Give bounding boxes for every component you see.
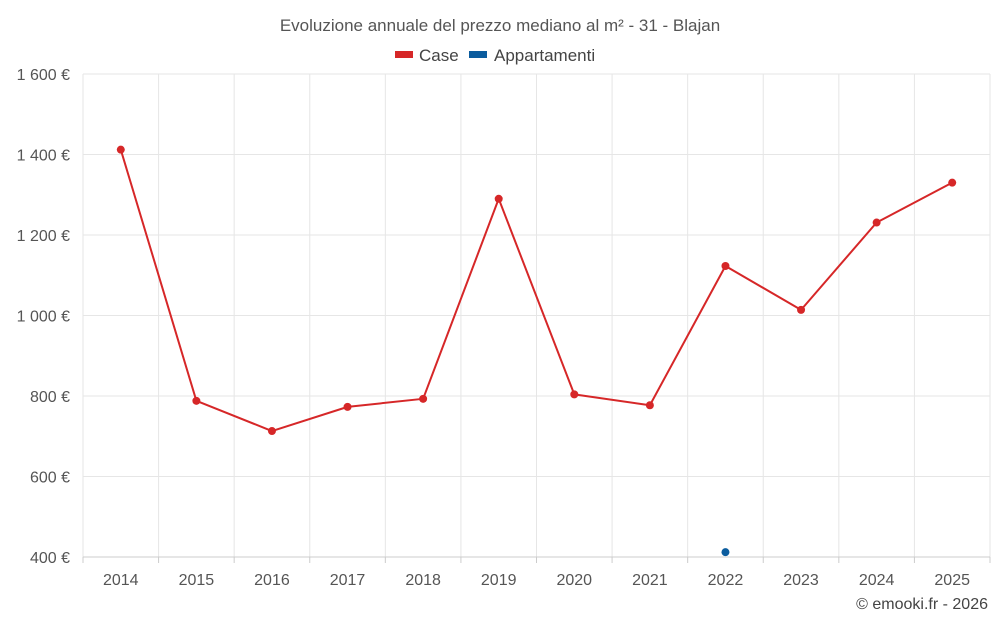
y-tick-label: 1 000 € <box>17 309 70 326</box>
x-tick-label: 2022 <box>708 572 744 589</box>
x-axis-ticks: 2014 2015 2016 2017 2018 2019 2020 2021 2022 2023… <box>103 572 970 589</box>
x-tick-label: 2021 <box>632 572 668 589</box>
legend: Case Appartamenti <box>395 46 595 65</box>
data-point-case[interactable] <box>116 145 125 154</box>
legend-label-case: Case <box>419 46 459 65</box>
x-tick-label: 2024 <box>859 572 895 589</box>
y-tick-label: 1 200 € <box>17 228 70 245</box>
credit-text: © emooki.fr - 2026 <box>856 596 988 613</box>
data-point-case[interactable] <box>494 194 503 203</box>
x-tick-label: 2020 <box>556 572 592 589</box>
data-point-appartamenti[interactable] <box>721 548 730 557</box>
legend-item-appartamenti[interactable]: Appartamenti <box>469 46 595 65</box>
legend-item-case[interactable]: Case <box>395 46 459 65</box>
y-tick-label: 600 € <box>30 470 70 487</box>
x-tick-label: 2018 <box>405 572 441 589</box>
y-tick-label: 400 € <box>30 550 70 567</box>
data-point-case[interactable] <box>872 218 881 227</box>
y-tick-label: 1 400 € <box>17 148 70 165</box>
y-tick-label: 1 600 € <box>17 67 70 84</box>
data-point-case[interactable] <box>570 390 579 399</box>
data-point-case[interactable] <box>192 396 201 405</box>
x-tick-label: 2023 <box>783 572 819 589</box>
data-point-case[interactable] <box>797 305 806 314</box>
legend-label-appartamenti: Appartamenti <box>494 46 595 65</box>
data-point-case[interactable] <box>645 401 654 410</box>
data-point-case[interactable] <box>343 402 352 411</box>
data-point-case[interactable] <box>419 394 428 403</box>
x-tick-label: 2014 <box>103 572 139 589</box>
x-tick-label: 2015 <box>179 572 215 589</box>
series-points <box>116 145 957 557</box>
x-tick-label: 2025 <box>934 572 970 589</box>
legend-swatch-case <box>395 51 413 58</box>
y-axis-ticks: 400 € 600 € 800 € 1 000 € 1 200 € 1 400 € 1 60… <box>17 67 70 567</box>
chart-title: Evoluzione annuale del prezzo mediano al… <box>280 16 720 35</box>
data-point-case[interactable] <box>267 427 276 436</box>
series-line-case <box>119 149 953 433</box>
series-lines <box>119 149 953 433</box>
data-point-case[interactable] <box>948 178 957 187</box>
legend-swatch-appartamenti <box>469 51 487 58</box>
x-gridlines <box>82 74 991 563</box>
x-tick-label: 2017 <box>330 572 366 589</box>
x-tick-label: 2016 <box>254 572 290 589</box>
data-point-case[interactable] <box>721 261 730 270</box>
y-tick-label: 800 € <box>30 389 70 406</box>
x-tick-label: 2019 <box>481 572 517 589</box>
